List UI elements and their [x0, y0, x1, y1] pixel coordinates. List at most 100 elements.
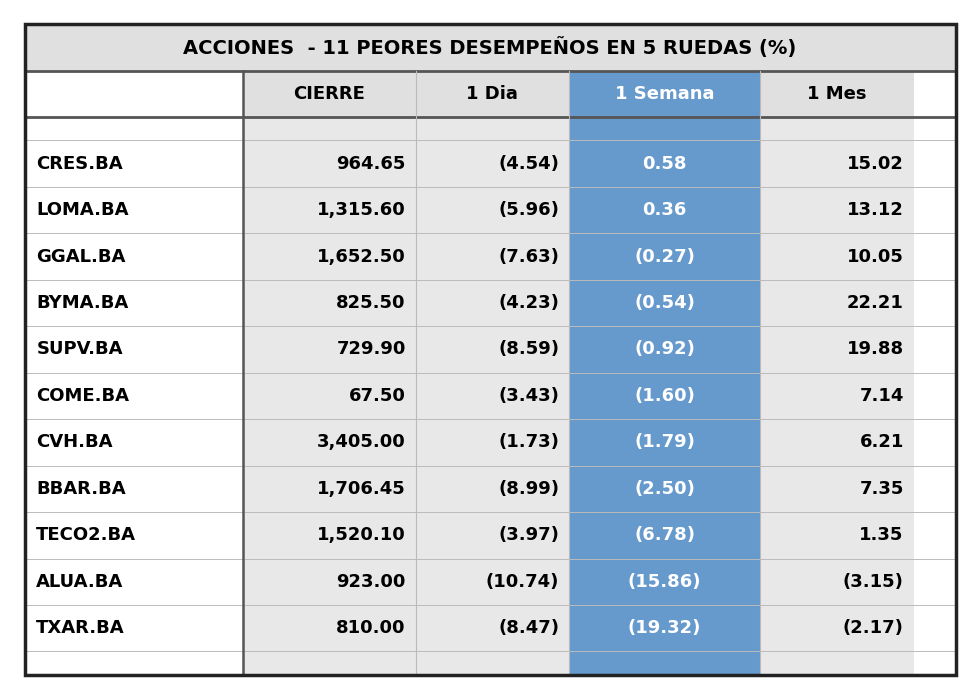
Bar: [416, 280, 569, 326]
Bar: [243, 419, 416, 466]
Text: BYMA.BA: BYMA.BA: [36, 294, 128, 312]
Bar: [569, 140, 760, 187]
Bar: [569, 373, 760, 419]
Text: 19.88: 19.88: [847, 340, 904, 358]
Text: (19.32): (19.32): [628, 619, 702, 637]
Bar: [569, 419, 760, 466]
Bar: [243, 233, 416, 280]
Text: 1,706.45: 1,706.45: [317, 480, 406, 498]
Text: (0.92): (0.92): [634, 340, 695, 358]
Bar: [243, 187, 416, 233]
Bar: [760, 512, 913, 558]
Text: ALUA.BA: ALUA.BA: [36, 573, 123, 591]
Text: 1,520.10: 1,520.10: [317, 527, 406, 545]
Text: TECO2.BA: TECO2.BA: [36, 527, 136, 545]
Bar: [24, 419, 243, 466]
Bar: [569, 233, 760, 280]
Bar: [569, 71, 760, 117]
Bar: [569, 280, 760, 326]
Text: 7.35: 7.35: [859, 480, 904, 498]
Text: 923.00: 923.00: [336, 573, 406, 591]
Bar: [243, 651, 416, 675]
Text: (2.50): (2.50): [634, 480, 695, 498]
Text: (0.27): (0.27): [634, 248, 695, 266]
Text: (10.74): (10.74): [486, 573, 560, 591]
Text: (7.63): (7.63): [499, 248, 560, 266]
Text: (1.79): (1.79): [634, 433, 695, 451]
Bar: [24, 233, 243, 280]
Text: ACCIONES  - 11 PEORES DESEMPEÑOS EN 5 RUEDAS (%): ACCIONES - 11 PEORES DESEMPEÑOS EN 5 RUE…: [183, 37, 797, 58]
Text: COME.BA: COME.BA: [36, 387, 129, 405]
Bar: [760, 187, 913, 233]
Text: CIERRE: CIERRE: [293, 85, 366, 103]
Text: 1.35: 1.35: [859, 527, 904, 545]
Bar: [24, 280, 243, 326]
Bar: [760, 605, 913, 651]
Bar: [24, 512, 243, 558]
Bar: [416, 187, 569, 233]
Bar: [24, 326, 243, 373]
Bar: [569, 466, 760, 512]
Bar: [416, 651, 569, 675]
Bar: [243, 466, 416, 512]
Bar: [760, 117, 913, 140]
Text: 1 Mes: 1 Mes: [808, 85, 866, 103]
Text: (3.97): (3.97): [499, 527, 560, 545]
Bar: [760, 280, 913, 326]
Text: (8.99): (8.99): [499, 480, 560, 498]
Text: 729.90: 729.90: [336, 340, 406, 358]
Text: 3,405.00: 3,405.00: [317, 433, 406, 451]
Bar: [416, 419, 569, 466]
Text: BBAR.BA: BBAR.BA: [36, 480, 125, 498]
Bar: [24, 71, 243, 117]
Text: (2.17): (2.17): [843, 619, 904, 637]
Bar: [416, 117, 569, 140]
Text: 1,652.50: 1,652.50: [317, 248, 406, 266]
Text: CRES.BA: CRES.BA: [36, 154, 122, 172]
Text: (4.23): (4.23): [499, 294, 560, 312]
Bar: [569, 605, 760, 651]
Bar: [416, 466, 569, 512]
Bar: [243, 512, 416, 558]
Bar: [760, 326, 913, 373]
Bar: [569, 187, 760, 233]
Text: TXAR.BA: TXAR.BA: [36, 619, 124, 637]
Text: 1,315.60: 1,315.60: [317, 201, 406, 219]
Bar: [760, 651, 913, 675]
Bar: [24, 140, 243, 187]
Bar: [243, 373, 416, 419]
Bar: [243, 140, 416, 187]
Text: 0.58: 0.58: [642, 154, 687, 172]
Text: (3.15): (3.15): [843, 573, 904, 591]
Text: 67.50: 67.50: [349, 387, 406, 405]
Bar: [24, 117, 243, 140]
Bar: [760, 140, 913, 187]
Bar: [569, 326, 760, 373]
Text: (15.86): (15.86): [628, 573, 702, 591]
Bar: [760, 373, 913, 419]
Bar: [24, 466, 243, 512]
Bar: [760, 558, 913, 605]
Bar: [416, 71, 569, 117]
Text: (3.43): (3.43): [499, 387, 560, 405]
Text: 1 Dia: 1 Dia: [466, 85, 518, 103]
Bar: [760, 233, 913, 280]
Bar: [24, 558, 243, 605]
Bar: [760, 71, 913, 117]
Bar: [24, 651, 243, 675]
Text: 7.14: 7.14: [859, 387, 904, 405]
Text: (5.96): (5.96): [499, 201, 560, 219]
Bar: [243, 558, 416, 605]
Bar: [416, 558, 569, 605]
Text: 10.05: 10.05: [847, 248, 904, 266]
Text: 964.65: 964.65: [336, 154, 406, 172]
Text: 6.21: 6.21: [859, 433, 904, 451]
Text: 810.00: 810.00: [336, 619, 406, 637]
Bar: [243, 605, 416, 651]
Bar: [416, 326, 569, 373]
Bar: [416, 373, 569, 419]
Text: 0.36: 0.36: [642, 201, 687, 219]
Text: 825.50: 825.50: [336, 294, 406, 312]
Text: (8.47): (8.47): [499, 619, 560, 637]
Bar: [760, 419, 913, 466]
